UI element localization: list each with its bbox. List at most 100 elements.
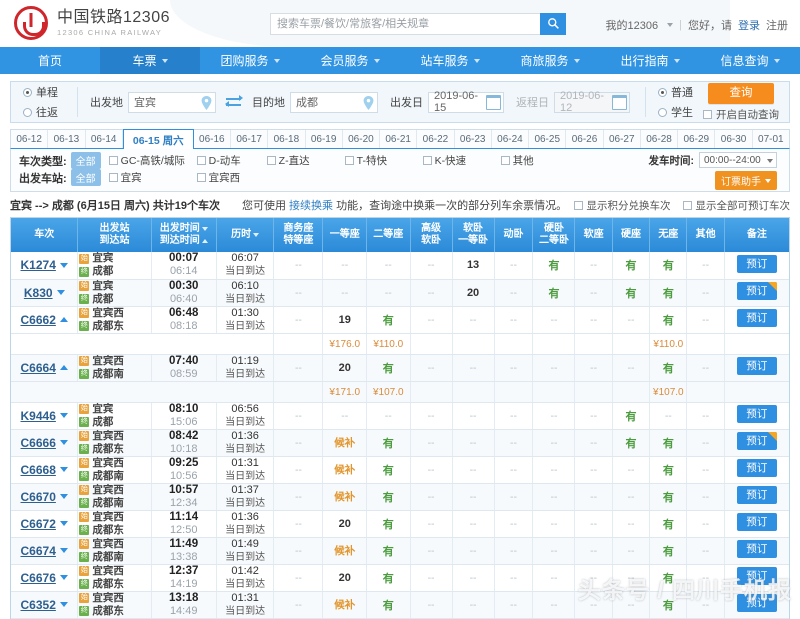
train-number-link[interactable]: C6676 bbox=[20, 570, 56, 585]
column-header-3[interactable]: 历时 bbox=[216, 218, 275, 252]
chevron-up-icon[interactable] bbox=[59, 317, 68, 322]
chevron-down-icon[interactable] bbox=[59, 413, 68, 418]
book-button[interactable]: 预订 bbox=[736, 282, 777, 300]
date-tab-06-15[interactable]: 06-15 周六 bbox=[122, 129, 194, 150]
date-tab-06-28[interactable]: 06-28 bbox=[641, 130, 679, 148]
ticket-assistant-button[interactable]: 订票助手 bbox=[715, 171, 777, 190]
date-tab-06-23[interactable]: 06-23 bbox=[455, 130, 492, 148]
radio-single-trip[interactable]: 单程 bbox=[23, 84, 73, 100]
nav-item-2[interactable]: 团购服务 bbox=[200, 47, 300, 74]
train-number-link[interactable]: C6674 bbox=[20, 543, 56, 558]
book-button[interactable]: 预订 bbox=[736, 432, 777, 450]
chevron-down-icon[interactable] bbox=[59, 602, 68, 607]
nav-item-3[interactable]: 会员服务 bbox=[300, 47, 400, 74]
date-tab-06-20[interactable]: 06-20 bbox=[343, 130, 381, 148]
book-button[interactable]: 预订 bbox=[736, 486, 777, 504]
radio-round-trip[interactable]: 往返 bbox=[23, 104, 73, 120]
train-type-checkbox-5[interactable]: 其他 bbox=[500, 153, 561, 168]
train-number-link[interactable]: C6670 bbox=[20, 489, 56, 504]
chevron-down-icon[interactable] bbox=[59, 467, 68, 472]
book-button[interactable]: 预订 bbox=[736, 254, 777, 273]
book-button[interactable]: 预订 bbox=[736, 309, 777, 327]
date-tab-06-16[interactable]: 06-16 bbox=[194, 130, 231, 148]
train-type-checkbox-2[interactable]: Z-直达 bbox=[266, 153, 345, 168]
column-header-2[interactable]: 出发时间 到达时间 bbox=[151, 218, 217, 252]
depart-time-select[interactable]: 00:00--24:00 bbox=[699, 152, 777, 168]
train-number-link[interactable]: K1274 bbox=[20, 258, 56, 273]
auto-query-checkbox[interactable]: 开启自动查询 bbox=[703, 107, 779, 122]
search-button[interactable] bbox=[540, 13, 566, 35]
train-type-checkbox-3[interactable]: T-特快 bbox=[344, 153, 423, 168]
site-logo[interactable]: 中国铁路12306 12306 CHINA RAILWAY bbox=[14, 6, 170, 40]
date-tab-06-24[interactable]: 06-24 bbox=[492, 130, 530, 148]
date-tab-06-19[interactable]: 06-19 bbox=[306, 130, 343, 148]
nav-item-0[interactable]: 首页 bbox=[0, 47, 100, 74]
depart-date-input[interactable]: 2019-06-15 bbox=[428, 90, 504, 114]
date-tab-06-12[interactable]: 06-12 bbox=[11, 130, 49, 148]
date-tab-06-18[interactable]: 06-18 bbox=[268, 130, 306, 148]
chevron-down-icon[interactable] bbox=[59, 440, 68, 445]
train-number-link[interactable]: C6662 bbox=[20, 312, 56, 327]
transfer-link[interactable]: 接续换乘 bbox=[289, 200, 334, 212]
train-number-link[interactable]: C6666 bbox=[20, 435, 56, 450]
start-station-icon: 始 bbox=[79, 431, 90, 441]
nav-item-5[interactable]: 商旅服务 bbox=[500, 47, 600, 74]
chevron-down-icon[interactable] bbox=[59, 575, 68, 580]
return-date-input[interactable]: 2019-06-12 bbox=[554, 90, 630, 114]
date-tab-06-21[interactable]: 06-21 bbox=[380, 130, 418, 148]
train-number-link[interactable]: C6352 bbox=[20, 597, 56, 612]
date-tab-06-13[interactable]: 06-13 bbox=[48, 130, 86, 148]
station-all-chip[interactable]: 全部 bbox=[70, 169, 101, 186]
train-type-checkbox-0[interactable]: GC-高铁/城际 bbox=[108, 153, 197, 168]
chevron-down-icon[interactable] bbox=[56, 290, 65, 295]
chevron-up-icon[interactable] bbox=[59, 365, 68, 370]
book-button[interactable]: 预订 bbox=[736, 540, 777, 558]
nav-item-1[interactable]: 车票 bbox=[100, 47, 200, 74]
book-button[interactable]: 预订 bbox=[736, 567, 777, 585]
nav-item-6[interactable]: 出行指南 bbox=[600, 47, 700, 74]
date-tab-06-29[interactable]: 06-29 bbox=[678, 130, 716, 148]
nav-item-7[interactable]: 信息查询 bbox=[700, 47, 800, 74]
date-tab-07-01[interactable]: 07-01 bbox=[753, 130, 789, 148]
date-tab-06-27[interactable]: 06-27 bbox=[604, 130, 641, 148]
chevron-down-icon[interactable] bbox=[59, 494, 68, 499]
date-tab-06-25[interactable]: 06-25 bbox=[529, 130, 567, 148]
train-type-checkbox-4[interactable]: K-快速 bbox=[422, 153, 501, 168]
login-link[interactable]: 登录 bbox=[738, 20, 760, 32]
book-button[interactable]: 预订 bbox=[736, 513, 777, 531]
station-checkbox-0[interactable]: 宜宾 bbox=[108, 170, 197, 185]
date-tab-06-14[interactable]: 06-14 bbox=[86, 130, 123, 148]
train-number-link[interactable]: K830 bbox=[23, 285, 53, 300]
show-points-trains-checkbox[interactable]: 显示积分兑换车次 bbox=[573, 198, 671, 213]
nav-item-4[interactable]: 站车服务 bbox=[400, 47, 500, 74]
date-tab-06-26[interactable]: 06-26 bbox=[566, 130, 604, 148]
book-button[interactable]: 预订 bbox=[736, 459, 777, 477]
station-checkbox-1[interactable]: 宜宾西 bbox=[196, 170, 267, 185]
chevron-down-icon[interactable] bbox=[59, 548, 68, 553]
chevron-down-icon[interactable] bbox=[59, 262, 68, 268]
date-tab-06-22[interactable]: 06-22 bbox=[417, 130, 455, 148]
swap-stations-button[interactable] bbox=[225, 93, 243, 111]
radio-student-passenger[interactable]: 学生 bbox=[658, 104, 693, 120]
train-type-all-chip[interactable]: 全部 bbox=[70, 152, 101, 169]
radio-normal-passenger[interactable]: 普通 bbox=[658, 84, 693, 100]
cell-price-8 bbox=[612, 333, 651, 355]
chevron-down-icon[interactable] bbox=[59, 521, 68, 526]
to-station-input[interactable]: 成都 bbox=[290, 91, 378, 113]
date-tab-06-30[interactable]: 06-30 bbox=[715, 130, 753, 148]
train-type-checkbox-1[interactable]: D-动车 bbox=[196, 153, 267, 168]
train-number-link[interactable]: K9446 bbox=[20, 408, 56, 423]
book-button[interactable]: 预订 bbox=[736, 405, 777, 423]
my-12306-menu[interactable]: 我的12306 bbox=[605, 20, 659, 32]
train-number-link[interactable]: C6664 bbox=[20, 360, 56, 375]
train-number-link[interactable]: C6672 bbox=[20, 516, 56, 531]
query-button[interactable]: 查询 bbox=[708, 82, 774, 104]
book-button[interactable]: 预订 bbox=[736, 594, 777, 612]
register-link[interactable]: 注册 bbox=[766, 20, 788, 32]
from-station-input[interactable]: 宜宾 bbox=[128, 91, 216, 113]
search-input[interactable]: 搜索车票/餐饮/常旅客/相关规章 bbox=[270, 13, 540, 35]
date-tab-06-17[interactable]: 06-17 bbox=[231, 130, 269, 148]
book-button[interactable]: 预订 bbox=[736, 357, 777, 375]
show-all-bookable-checkbox[interactable]: 显示全部可预订车次 bbox=[682, 198, 790, 213]
train-number-link[interactable]: C6668 bbox=[20, 462, 56, 477]
